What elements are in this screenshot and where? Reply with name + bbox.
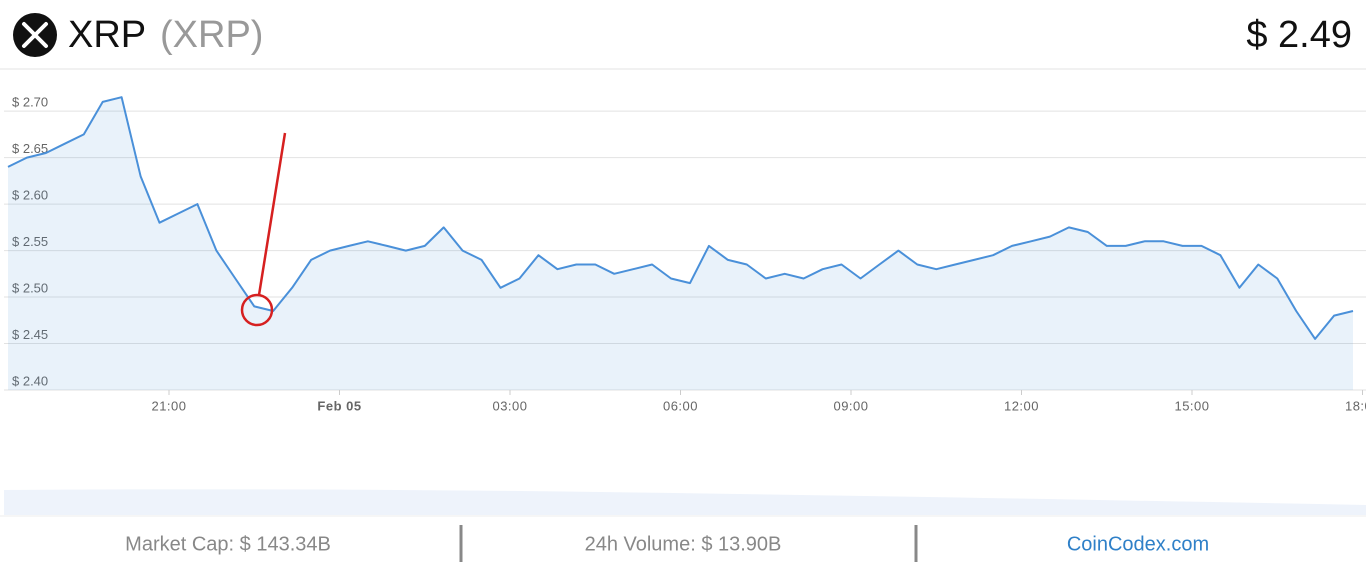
y-tick-label: $ 2.60 <box>12 188 48 203</box>
volume: 24h Volume: $ 13.90B <box>585 533 782 555</box>
y-tick-label: $ 2.55 <box>12 234 48 249</box>
source-link[interactable]: CoinCodex.com <box>1067 533 1209 555</box>
y-tick-label: $ 2.50 <box>12 280 48 295</box>
y-tick-label: $ 2.65 <box>12 141 48 156</box>
x-tick-label: Feb 05 <box>317 398 361 413</box>
logo-mark <box>22 22 48 48</box>
x-tick-label: 06:00 <box>663 398 698 413</box>
y-tick-label: $ 2.45 <box>12 327 48 342</box>
price-area <box>8 97 1353 390</box>
coin-name: XRP <box>68 14 146 56</box>
price: $ 2.49 <box>1246 14 1352 56</box>
y-tick-label: $ 2.40 <box>12 373 48 388</box>
market-cap: Market Cap: $ 143.34B <box>125 533 331 555</box>
x-tick-label: 12:00 <box>1004 398 1039 413</box>
x-tick-label: 03:00 <box>492 398 527 413</box>
annotation-arrow <box>257 132 287 296</box>
price-line <box>7 96 1354 340</box>
coin-symbol: (XRP) <box>160 14 263 56</box>
x-tick-label: 09:00 <box>833 398 868 413</box>
x-tick-label: 18:00 <box>1345 398 1366 413</box>
annotation-circle <box>240 293 274 327</box>
navigator <box>4 489 1366 515</box>
x-tick-label: 15:00 <box>1174 398 1209 413</box>
y-tick-label: $ 2.70 <box>12 95 48 110</box>
x-tick-label: 21:00 <box>151 398 186 413</box>
